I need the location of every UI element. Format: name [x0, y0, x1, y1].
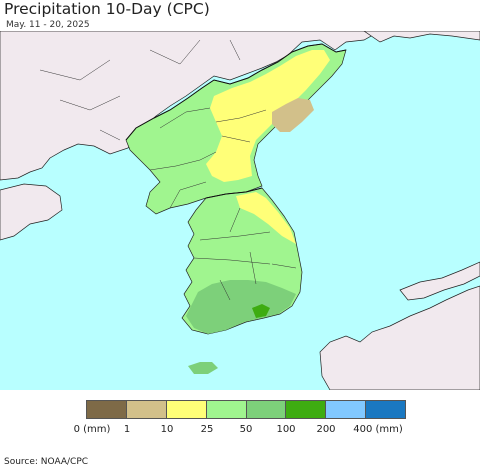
dmz-border [205, 187, 263, 199]
legend-swatch-0 [87, 401, 126, 418]
legend-tick-1: 1 [123, 424, 131, 435]
legend-tick-0: 0 (mm) [73, 424, 111, 435]
legend-swatch-1 [125, 401, 166, 418]
legend-tick-25: 25 [200, 424, 214, 435]
shandong-peninsula [0, 183, 63, 241]
map-canvas [0, 31, 480, 390]
japan-kyushu [319, 285, 480, 390]
sk-precip-50-100 [252, 304, 270, 318]
sk-precip-10-25 [236, 192, 296, 244]
legend-tick-10: 10 [160, 424, 174, 435]
china-province-lines [39, 39, 241, 141]
legend-color-bar [86, 400, 406, 419]
legend-swatch-50 [245, 401, 286, 418]
legend-swatch-25 [205, 401, 246, 418]
legend-swatch-100 [285, 401, 326, 418]
legend-tick-400: 400 (mm) [353, 424, 403, 435]
nk-precip-1-10 [272, 98, 314, 132]
japan-honshu [399, 261, 480, 301]
sk-precip-25-50 [186, 280, 296, 334]
nk-precip-10-25 [206, 50, 330, 182]
data-source: Source: NOAA/CPC [4, 457, 89, 467]
legend-tick-50: 50 [239, 424, 253, 435]
map-title: Precipitation 10-Day (CPC) [4, 0, 210, 18]
legend-tick-200: 200 [316, 424, 336, 435]
legend-tick-100: 100 [276, 424, 296, 435]
province-lines [149, 107, 297, 301]
jeju-island [188, 362, 218, 374]
precipitation-map [0, 31, 480, 390]
legend-swatch-10 [165, 401, 206, 418]
china-mainland [0, 31, 381, 181]
legend-swatch-200 [325, 401, 366, 418]
nk-china-border [125, 43, 347, 141]
map-date-range: May. 11 - 20, 2025 [6, 20, 90, 30]
russia-coast [363, 31, 480, 43]
legend-swatch-400 [365, 401, 405, 418]
